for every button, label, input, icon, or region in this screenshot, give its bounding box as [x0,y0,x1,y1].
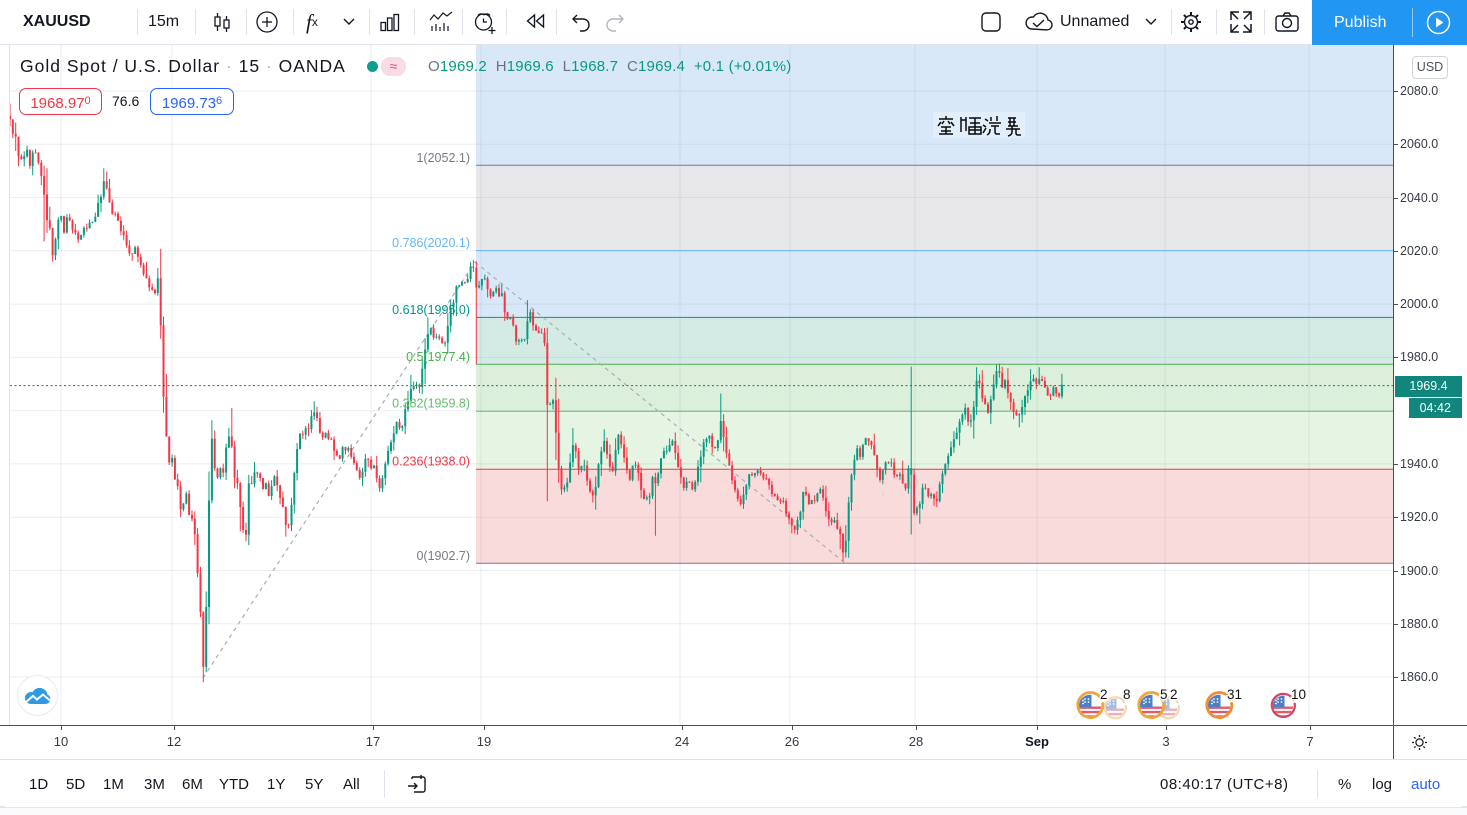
svg-text:0(1902.7): 0(1902.7) [416,549,470,563]
svg-text:2: 2 [1100,687,1108,702]
svg-text:0.236(1938.0): 0.236(1938.0) [392,455,470,469]
svg-text:5: 5 [1160,687,1168,702]
svg-text:31: 31 [1227,687,1242,702]
svg-text:0.5(1977.4): 0.5(1977.4) [406,350,470,364]
svg-text:0.382(1959.8): 0.382(1959.8) [392,397,470,411]
svg-text:2: 2 [1170,687,1178,702]
svg-text:1(2052.1): 1(2052.1) [416,151,470,165]
svg-text:0.786(2020.1): 0.786(2020.1) [392,236,470,250]
svg-text:0.618(1995.0): 0.618(1995.0) [392,303,470,317]
svg-text:10: 10 [1291,687,1306,702]
svg-text:8: 8 [1123,687,1131,702]
